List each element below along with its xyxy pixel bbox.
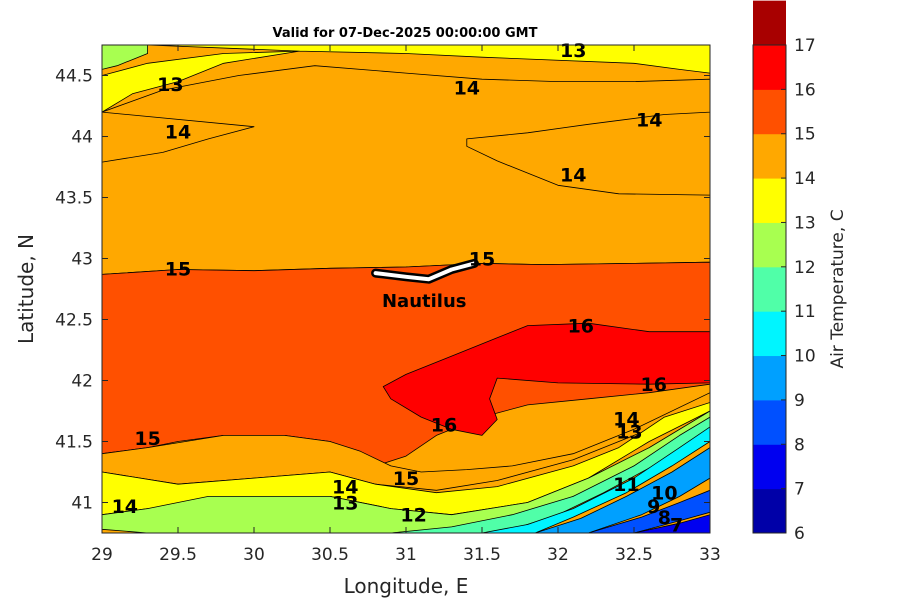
- contour-fills: [102, 45, 710, 533]
- colorbar-tick-label: 6: [794, 524, 805, 544]
- y-axis-label: Latitude, N: [14, 234, 38, 344]
- colorbar-swatch-17: [753, 0, 786, 46]
- colorbar-swatch-11: [753, 266, 786, 312]
- contour-label-14: 13: [616, 422, 642, 444]
- ship-label-0: Nautilus: [382, 291, 467, 312]
- colorbar-swatch-6: [753, 488, 786, 534]
- colorbar-swatch-8: [753, 399, 786, 445]
- colorbar-swatch-7: [753, 444, 786, 490]
- contour-label-13: 14: [613, 408, 639, 430]
- contour-region-7-12: [633, 514, 710, 533]
- ship-track-layer: [371, 258, 479, 284]
- x-tick-label: 32: [547, 545, 569, 565]
- x-axis-label: Longitude, E: [344, 574, 469, 598]
- contour-region-12-0: [102, 45, 149, 70]
- annotations: Nautilus: [382, 291, 467, 312]
- y-tick-label: 41.5: [55, 433, 93, 453]
- colorbar-ticks: 6 7 8 9 10 11 12 13 14 15 16 17: [781, 36, 816, 544]
- chart-title: Valid for 07-Dec-2025 00:00:00 GMT: [273, 26, 538, 41]
- contour-label-5: 14: [560, 164, 586, 186]
- contour-label-0: 13: [560, 40, 586, 62]
- contour-label-18: 12: [400, 505, 426, 527]
- contour-region-9-10: [534, 447, 710, 533]
- x-tick-label: 32.5: [615, 545, 653, 565]
- colorbar-swatch-12: [753, 222, 786, 268]
- colorbar-tick-label: 11: [794, 302, 816, 322]
- y-tick-label: 43.5: [55, 189, 93, 209]
- contour-label-20: 10: [651, 483, 677, 505]
- x-tick-label: 33: [699, 545, 721, 565]
- ship-track: [373, 261, 477, 282]
- contour-label-21: 9: [647, 496, 660, 518]
- contour-label-10: 16: [431, 414, 457, 436]
- colorbar-tick-label: 7: [794, 480, 805, 500]
- contour-label-16: 13: [332, 493, 358, 515]
- y-tick-label: 41: [71, 494, 93, 514]
- colorbar-tick-label: 14: [794, 169, 816, 189]
- colorbar-frame: [752, 44, 787, 534]
- colorbar-tick-label: 9: [794, 391, 805, 411]
- x-tick-label: 29.5: [159, 545, 197, 565]
- contour-region-13-1: [102, 45, 710, 113]
- contour-label-17: 14: [112, 496, 138, 518]
- contour-label-4: 14: [636, 109, 662, 131]
- colorbar-tick-label: 15: [794, 125, 816, 145]
- x-axis-ticks: 29 29.5 30 30.5 31 31.5 32 32.5 33: [91, 45, 721, 565]
- contour-label-11: 15: [134, 428, 160, 450]
- colorbar-swatch-16: [753, 45, 786, 90]
- contour-label-23: 7: [670, 514, 683, 536]
- colorbar-tick-label: 12: [794, 258, 816, 278]
- contour-label-22: 8: [658, 507, 671, 529]
- contour-label-7: 15: [469, 249, 495, 271]
- contour-label-3: 14: [454, 78, 480, 100]
- colorbar-swatch-13: [753, 178, 786, 223]
- contour-label-15: 14: [332, 477, 358, 499]
- y-tick-label: 44: [71, 128, 93, 148]
- colorbar: [753, 0, 786, 534]
- contour-label-6: 15: [165, 258, 191, 280]
- contour-label-1: 13: [157, 74, 183, 96]
- y-tick-label: 44.5: [55, 67, 93, 87]
- contour-label-8: 16: [568, 316, 594, 338]
- y-tick-label: 43: [71, 250, 93, 270]
- y-axis-ticks: 41 41.5 42 42.5 43 43.5 44 44.5: [55, 67, 710, 514]
- x-tick-label: 31.5: [463, 545, 501, 565]
- colorbar-label: Air Temperature, C: [828, 209, 848, 368]
- colorbar-tick-label: 13: [794, 213, 816, 233]
- x-tick-label: 29: [91, 545, 113, 565]
- contour-label-19: 11: [613, 474, 639, 496]
- contour-label-12: 15: [393, 468, 419, 490]
- y-tick-label: 42: [71, 372, 93, 392]
- colorbar-tick-label: 8: [794, 435, 805, 455]
- contour-region-16-4: [382, 322, 710, 436]
- x-tick-label: 31: [395, 545, 417, 565]
- y-tick-label: 42.5: [55, 311, 93, 331]
- x-tick-label: 30.5: [311, 545, 349, 565]
- colorbar-swatch-10: [753, 311, 786, 357]
- colorbar-tick-label: 10: [794, 347, 816, 367]
- colorbar-swatch-15: [753, 89, 786, 135]
- colorbar-tick-label: 16: [794, 80, 816, 100]
- contour-label-2: 14: [165, 122, 191, 144]
- contour-region-10-9: [481, 426, 710, 533]
- colorbar-swatch-14: [753, 133, 786, 179]
- colorbar-tick-label: 17: [794, 36, 816, 56]
- colorbar-swatch-9: [753, 355, 786, 401]
- x-tick-label: 30: [243, 545, 265, 565]
- contour-label-9: 16: [641, 374, 667, 396]
